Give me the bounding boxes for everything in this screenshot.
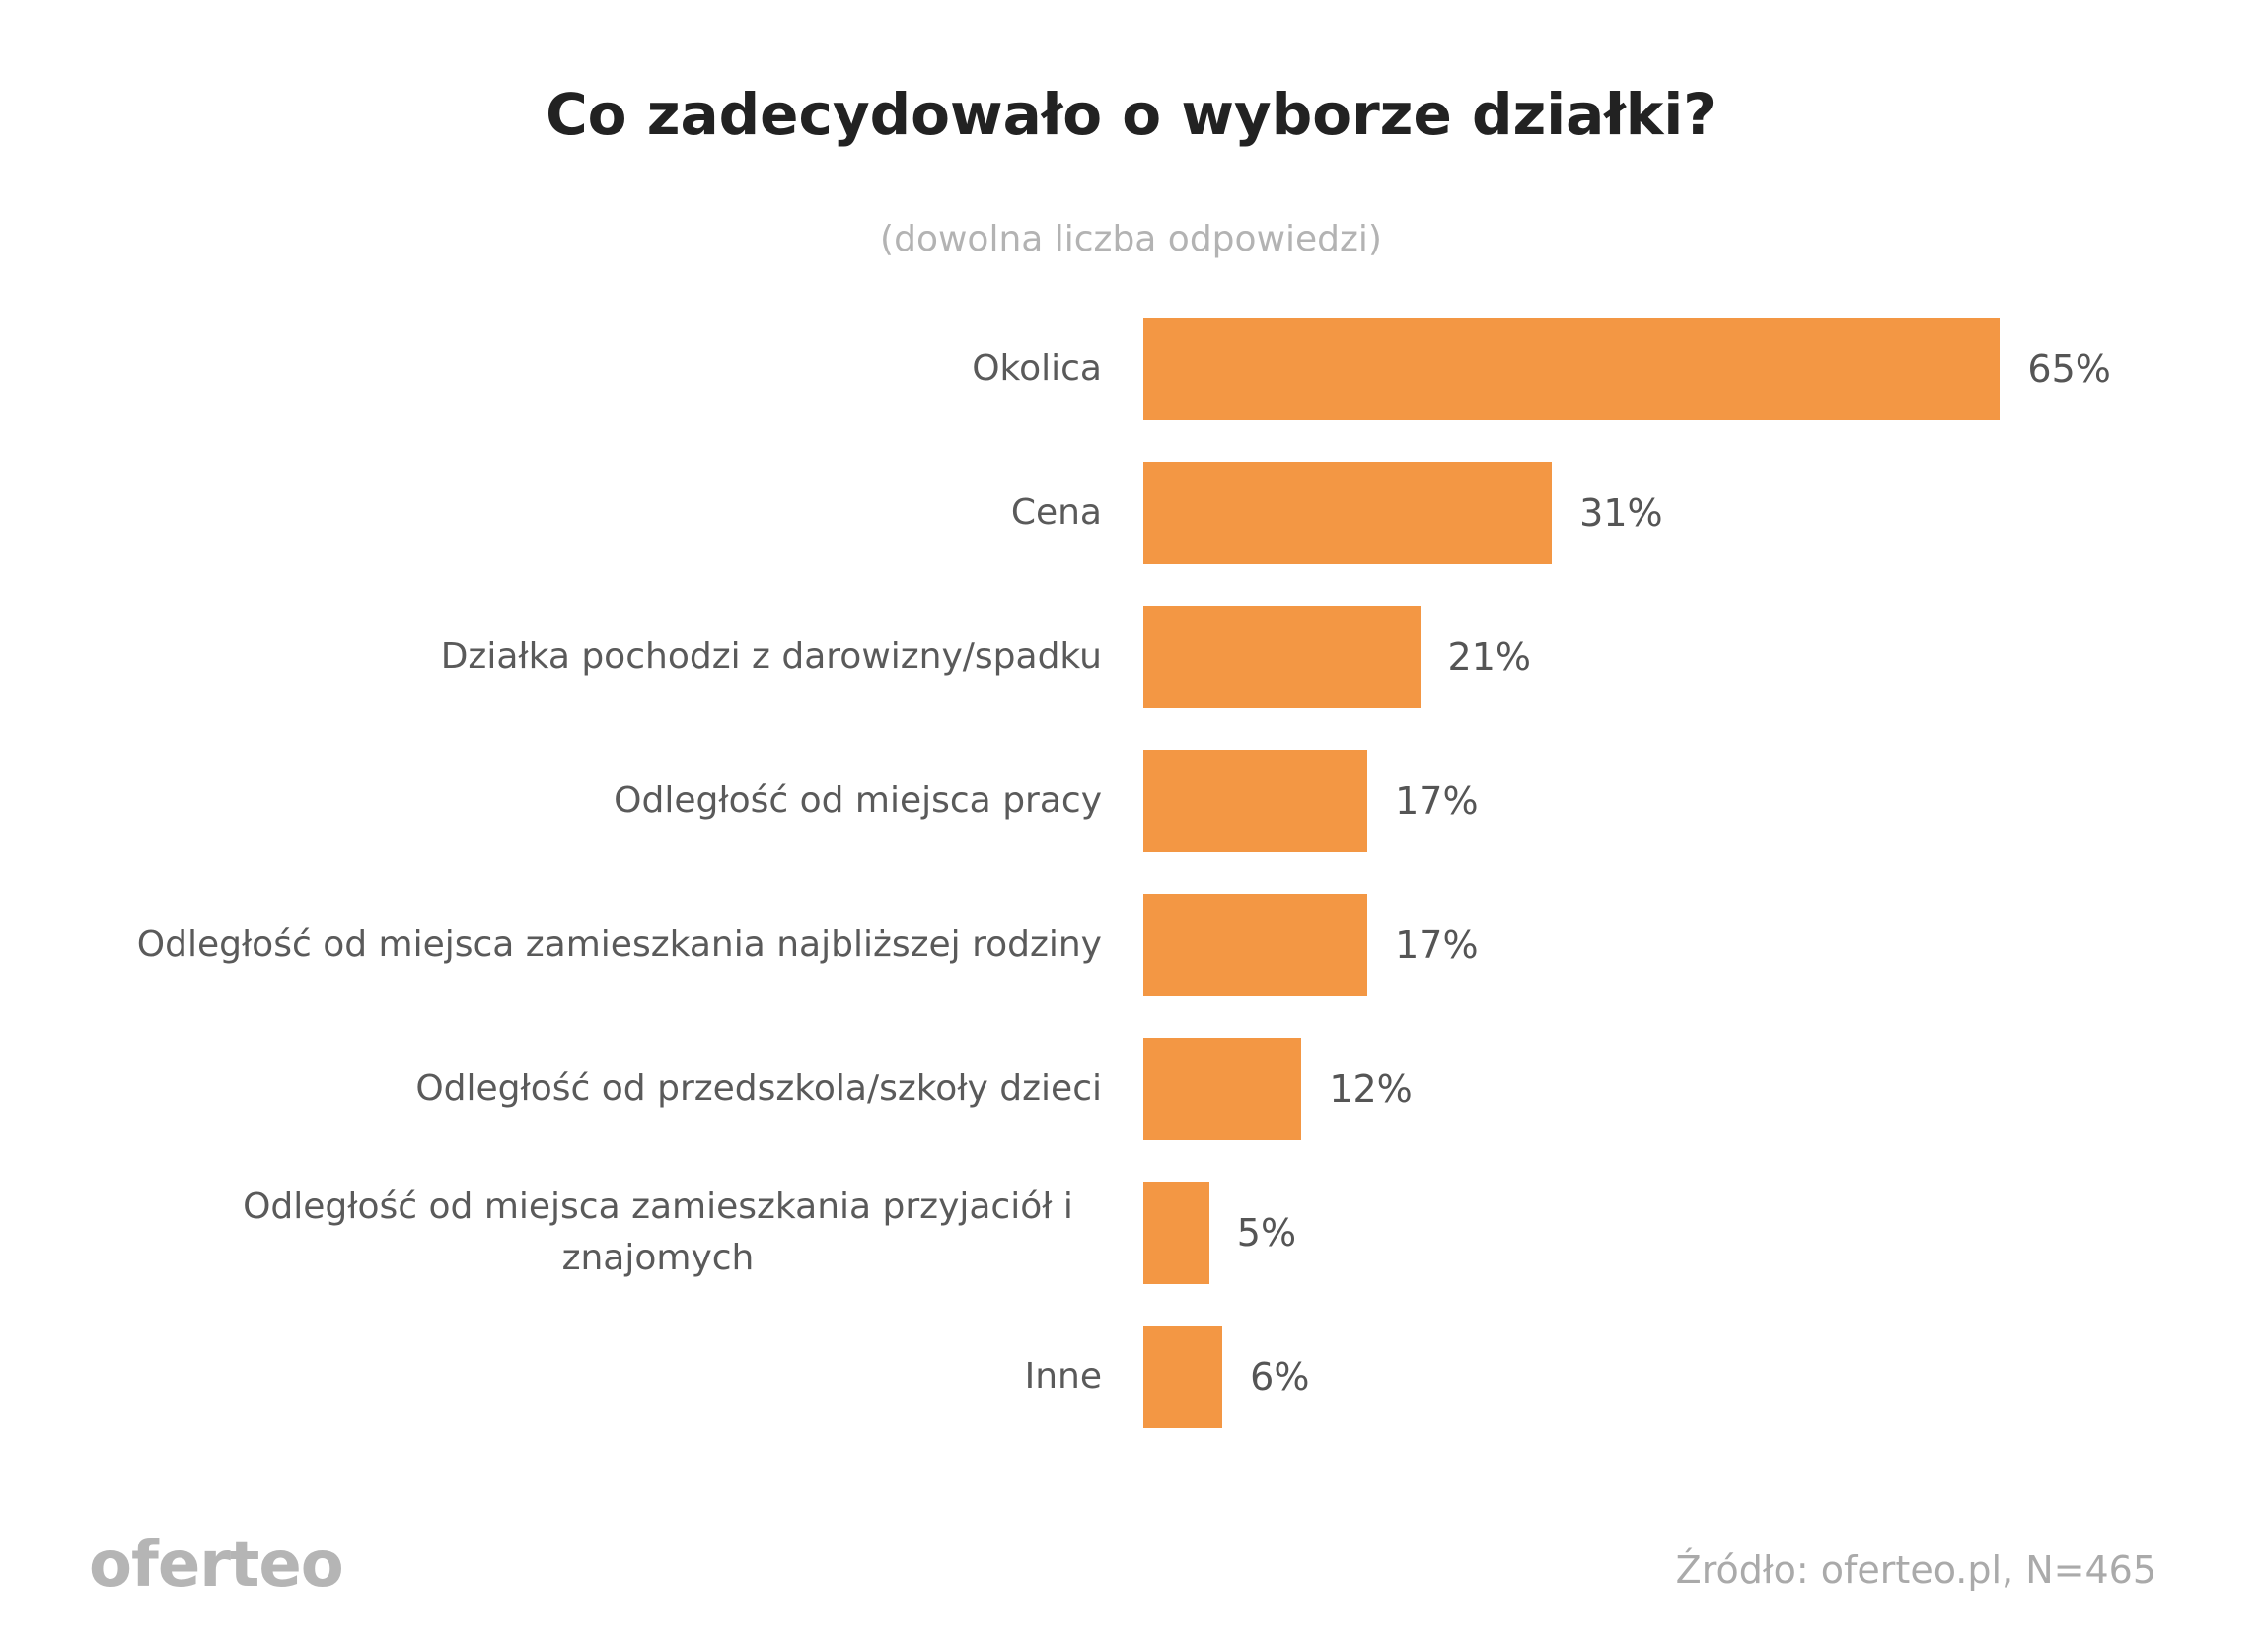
category-label: Odległość od miejsca zamieszkania przyja… xyxy=(243,1186,1073,1278)
bar xyxy=(1143,606,1421,708)
bar xyxy=(1143,1038,1302,1140)
value-label: 21% xyxy=(1447,635,1532,679)
value-label: 17% xyxy=(1395,923,1479,967)
value-label: 6% xyxy=(1250,1355,1310,1399)
value-label: 12% xyxy=(1329,1067,1413,1111)
value-label: 5% xyxy=(1236,1211,1297,1255)
logo: oferteo xyxy=(89,1529,344,1602)
source-note: Źródło: oferteo.pl, N=465 xyxy=(1675,1548,2156,1592)
category-label: Odległość od miejsca zamieszkania najbli… xyxy=(136,924,1102,965)
chart-title: Co zadecydowało o wyborze działki? xyxy=(546,81,1716,148)
bar xyxy=(1143,1182,1209,1284)
category-label: Cena xyxy=(1010,492,1102,533)
category-label: Działka pochodzi z darowizny/spadku xyxy=(440,636,1102,677)
bar xyxy=(1143,894,1368,996)
category-label: Odległość od miejsca pracy xyxy=(614,780,1102,821)
value-label: 65% xyxy=(2027,347,2111,391)
bar xyxy=(1143,750,1368,852)
chart-subtitle: (dowolna liczba odpowiedzi) xyxy=(880,219,1382,259)
bar xyxy=(1143,1326,1223,1428)
category-label: Inne xyxy=(1024,1356,1102,1397)
value-label: 17% xyxy=(1395,779,1479,823)
bar xyxy=(1143,318,2001,420)
category-label: Okolica xyxy=(972,348,1102,389)
category-label: Odległość od przedszkola/szkoły dzieci xyxy=(415,1068,1102,1109)
value-label: 31% xyxy=(1579,491,1663,535)
bar xyxy=(1143,462,1553,564)
